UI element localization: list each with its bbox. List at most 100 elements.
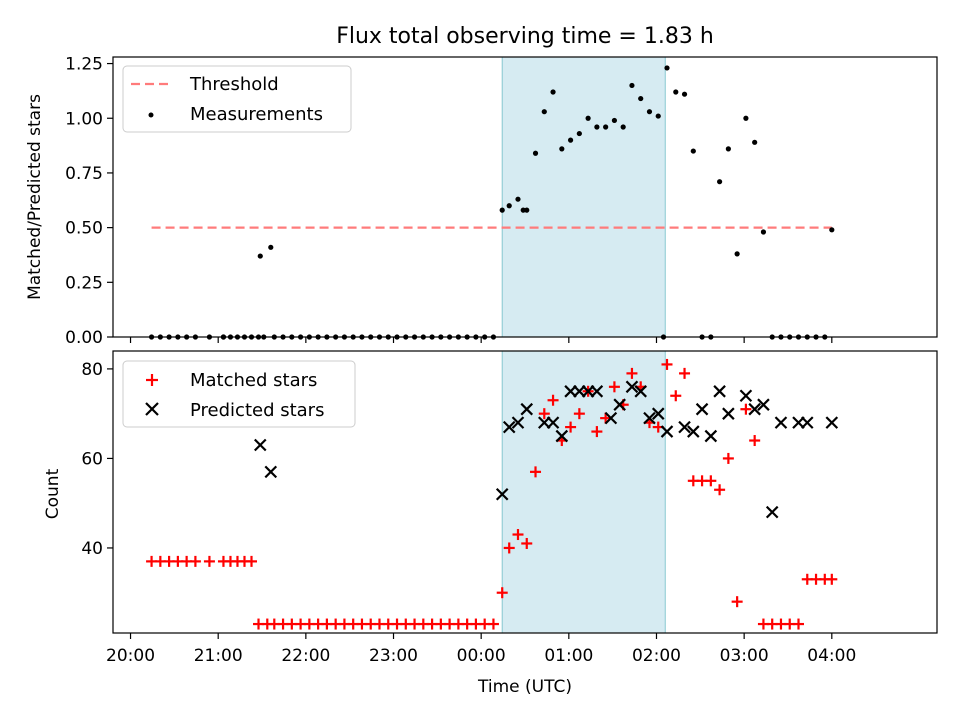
y-tick-label: 0.75 bbox=[65, 164, 103, 184]
predicted-star-point bbox=[651, 407, 665, 420]
bottom-x-ticks: 20:00 21:00 22:00 23:00 00:00 01:00 02:00 03:00… bbox=[106, 633, 856, 666]
measurement-point bbox=[585, 115, 591, 121]
x-tick-label: 01:00 bbox=[544, 646, 593, 666]
matched-star-point bbox=[749, 435, 761, 447]
predicted-star-point bbox=[765, 505, 779, 519]
matched-star-point bbox=[740, 403, 752, 415]
bottom-legend-box bbox=[122, 360, 356, 428]
legend-measurements-swatch bbox=[148, 112, 154, 118]
legend-matched-swatch bbox=[146, 374, 158, 386]
measurement-point bbox=[734, 251, 740, 257]
measurement-point bbox=[752, 139, 758, 145]
matched-star-point bbox=[626, 367, 638, 379]
matched-star-point bbox=[538, 408, 550, 420]
matched-star-point bbox=[189, 555, 201, 567]
predicted-star-point bbox=[613, 398, 626, 411]
measurement-point bbox=[506, 203, 512, 209]
predicted-star-point bbox=[546, 416, 560, 429]
bottom-axes: 40 60 80 20:00 21:00 22:00 23:00 00:00 01:00 02:… bbox=[43, 350, 938, 697]
measurement-point bbox=[717, 179, 723, 185]
x-tick-label: 20:00 bbox=[106, 646, 155, 666]
y-tick-label: 40 bbox=[81, 539, 103, 559]
predicted-star-point bbox=[625, 380, 639, 394]
predicted-star-point bbox=[687, 425, 700, 438]
predicted-star-point bbox=[264, 465, 278, 479]
predicted-star-point bbox=[722, 407, 735, 420]
matched-star-point bbox=[487, 618, 499, 630]
measurement-point bbox=[638, 95, 644, 102]
x-tick-label: 04:00 bbox=[807, 646, 856, 666]
predicted-star-point bbox=[704, 429, 718, 443]
chart-title: Flux total observing time = 1.83 h bbox=[336, 24, 714, 49]
matched-star-point bbox=[503, 542, 515, 554]
top-x-ticks bbox=[129, 337, 833, 343]
y-tick-label: 60 bbox=[81, 449, 103, 469]
measurement-point bbox=[646, 109, 653, 115]
matched-star-point bbox=[521, 537, 533, 549]
predicted-star-point bbox=[678, 420, 691, 434]
top-plot-frame bbox=[112, 56, 938, 338]
measurement-point bbox=[594, 124, 600, 130]
matched-star-point bbox=[826, 573, 838, 585]
bottom-observing-window-shade bbox=[501, 350, 666, 634]
measurement-point bbox=[743, 115, 749, 121]
matched-star-point bbox=[512, 529, 524, 541]
predicted-star-point bbox=[748, 402, 761, 416]
y-tick-label: 80 bbox=[81, 360, 103, 380]
measurement-point bbox=[550, 89, 556, 95]
matched-star-point bbox=[679, 367, 691, 379]
measurement-point bbox=[655, 113, 661, 119]
matched-star-point bbox=[670, 390, 682, 402]
measurement-point bbox=[829, 227, 835, 233]
measurement-point bbox=[515, 196, 521, 202]
predicted-star-point bbox=[660, 425, 674, 438]
measurement-point bbox=[603, 124, 609, 130]
measurement-point bbox=[541, 109, 547, 115]
predicted-star-points bbox=[253, 380, 839, 519]
matched-star-point bbox=[496, 587, 508, 599]
predicted-star-point bbox=[253, 438, 267, 452]
measurement-point bbox=[673, 89, 679, 95]
legend-matched-label: Matched stars bbox=[190, 370, 317, 391]
bottom-legend: Matched stars Predicted stars bbox=[122, 360, 356, 428]
predicted-star-point bbox=[695, 402, 709, 416]
matched-star-point bbox=[547, 394, 559, 406]
measurement-point bbox=[760, 229, 767, 235]
x-tick-label: 03:00 bbox=[720, 646, 769, 666]
top-legend: Threshold Measurements bbox=[122, 65, 352, 133]
predicted-star-point bbox=[713, 385, 726, 398]
measurement-point bbox=[257, 253, 263, 259]
measurement-point bbox=[629, 82, 635, 89]
matched-star-point bbox=[792, 618, 804, 630]
x-tick-label: 02:00 bbox=[632, 646, 681, 666]
measurement-point bbox=[268, 244, 274, 250]
y-tick-label: 0.00 bbox=[65, 328, 103, 348]
measurement-point bbox=[681, 91, 688, 97]
matched-star-point bbox=[246, 555, 258, 567]
y-tick-label: 0.50 bbox=[65, 219, 103, 239]
measurement-point bbox=[559, 146, 565, 152]
matched-star-point bbox=[600, 412, 612, 424]
y-tick-label: 1.25 bbox=[65, 55, 103, 75]
predicted-star-point bbox=[800, 416, 814, 429]
predicted-star-point bbox=[739, 389, 753, 403]
matched-star-point bbox=[705, 475, 717, 487]
measurement-point bbox=[532, 150, 539, 156]
measurement-point bbox=[690, 148, 696, 154]
predicted-star-point bbox=[604, 411, 618, 425]
predicted-star-point bbox=[590, 385, 604, 398]
top-legend-box bbox=[122, 65, 352, 133]
top-axes: 0.00 0.25 0.50 0.75 1.00 1.25 Matched/Predict… bbox=[25, 55, 938, 348]
measurement-point bbox=[576, 130, 582, 137]
measurement-point bbox=[611, 117, 618, 124]
top-observing-window-shade bbox=[501, 56, 666, 338]
legend-measurements-label: Measurements bbox=[190, 104, 323, 125]
matched-star-point bbox=[530, 466, 542, 478]
bottom-y-ticks: 40 60 80 bbox=[81, 360, 113, 559]
predicted-star-point bbox=[520, 402, 534, 416]
predicted-star-point bbox=[495, 487, 509, 501]
matched-star-point bbox=[731, 596, 743, 608]
top-y-ticks: 0.00 0.25 0.50 0.75 1.00 1.25 bbox=[65, 55, 113, 348]
